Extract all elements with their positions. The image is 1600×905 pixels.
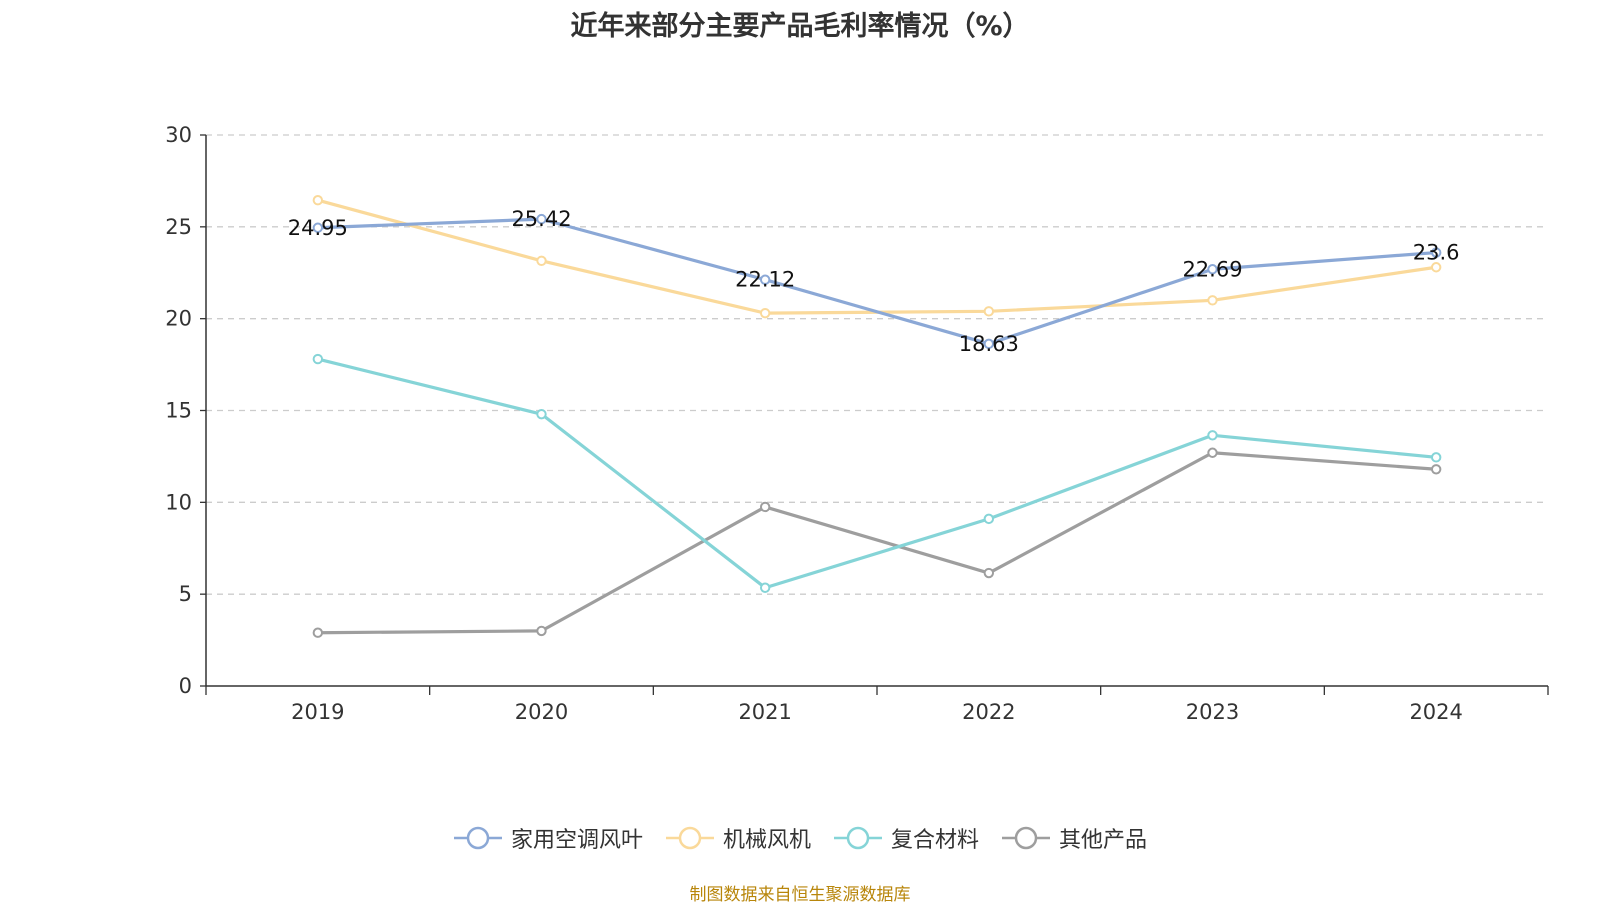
x-tick-label: 2021 bbox=[738, 700, 791, 724]
data-point bbox=[536, 213, 547, 225]
x-tick-label: 2019 bbox=[291, 700, 344, 724]
data-point bbox=[312, 353, 324, 365]
legend-swatch-icon bbox=[834, 826, 882, 850]
series-line-3 bbox=[317, 357, 1437, 590]
data-point bbox=[1207, 430, 1218, 441]
y-tick-label: 10 bbox=[165, 490, 192, 514]
data-label: 23.6 bbox=[1413, 241, 1460, 265]
line-chart: 0 5 10 15 20 25 30 2019 2020 2021 2022 2023 2024 24.… bbox=[165, 123, 1549, 724]
y-tick-label: 25 bbox=[165, 215, 192, 239]
data-point bbox=[536, 625, 547, 637]
series-line-2 bbox=[317, 198, 1437, 315]
data-point bbox=[1430, 452, 1442, 463]
data-label: 22.12 bbox=[735, 268, 795, 292]
data-point bbox=[312, 222, 324, 233]
data-point bbox=[759, 307, 771, 319]
data-point bbox=[536, 408, 547, 420]
data-point bbox=[312, 627, 324, 638]
legend-label: 复合材料 bbox=[891, 828, 980, 853]
series-line-4 bbox=[317, 451, 1437, 635]
y-tick-label: 5 bbox=[179, 582, 192, 606]
legend-swatch-icon bbox=[665, 826, 714, 850]
data-point bbox=[1430, 262, 1442, 273]
data-label: 25.42 bbox=[511, 207, 571, 231]
legend-label: 其他产品 bbox=[1059, 828, 1148, 853]
data-point bbox=[983, 338, 995, 350]
x-tick-label: 2024 bbox=[1409, 700, 1462, 724]
data-point bbox=[983, 513, 995, 525]
series-lines bbox=[312, 195, 1442, 638]
data-label: 24.95 bbox=[288, 216, 348, 240]
data-point bbox=[759, 582, 771, 593]
data-point bbox=[759, 274, 771, 285]
legend-item[interactable]: 复合材料 bbox=[833, 822, 979, 854]
legend-item[interactable]: 机械风机 bbox=[665, 822, 811, 854]
data-point bbox=[1207, 295, 1218, 306]
chart-title: 近年来部分主要产品毛利率情况（%） bbox=[570, 11, 1030, 42]
data-point bbox=[1207, 447, 1218, 458]
data-point bbox=[983, 567, 995, 579]
legend-swatch-icon bbox=[453, 826, 502, 850]
series-line-1 bbox=[317, 217, 1437, 346]
grid-lines bbox=[206, 134, 1548, 595]
data-labels: 24.95 25.42 22.12 18.63 22.69 23.6 bbox=[288, 207, 1460, 356]
x-tick-label: 2022 bbox=[962, 700, 1015, 724]
legend-item[interactable]: 其他产品 bbox=[1001, 822, 1147, 854]
data-point bbox=[1207, 264, 1218, 275]
legend-label: 家用空调风叶 bbox=[510, 828, 643, 853]
source-note: 制图数据来自恒生聚源数据库 bbox=[689, 885, 911, 905]
y-tick-label: 0 bbox=[179, 674, 192, 698]
legend-swatch-icon bbox=[1002, 826, 1051, 850]
legend-label: 机械风机 bbox=[722, 828, 811, 853]
data-point bbox=[1430, 464, 1442, 475]
y-tick-label: 30 bbox=[165, 123, 192, 147]
x-tick-label: 2023 bbox=[1186, 700, 1239, 724]
legend: 家用空调风叶 机械风机 复合材料 其他产品 bbox=[0, 822, 1600, 854]
data-label: 18.63 bbox=[959, 332, 1019, 356]
y-tick-label: 15 bbox=[165, 399, 192, 423]
data-point bbox=[759, 501, 771, 513]
data-label: 22.69 bbox=[1182, 257, 1242, 281]
y-tick-label: 20 bbox=[165, 307, 192, 331]
data-point bbox=[536, 255, 547, 267]
data-point bbox=[983, 306, 995, 317]
axes: 0 5 10 15 20 25 30 2019 2020 2021 2022 2023 2024 bbox=[165, 123, 1549, 724]
data-point bbox=[1430, 247, 1442, 258]
x-tick-label: 2020 bbox=[515, 700, 568, 724]
data-point bbox=[312, 195, 324, 206]
legend-item[interactable]: 家用空调风叶 bbox=[453, 822, 643, 854]
